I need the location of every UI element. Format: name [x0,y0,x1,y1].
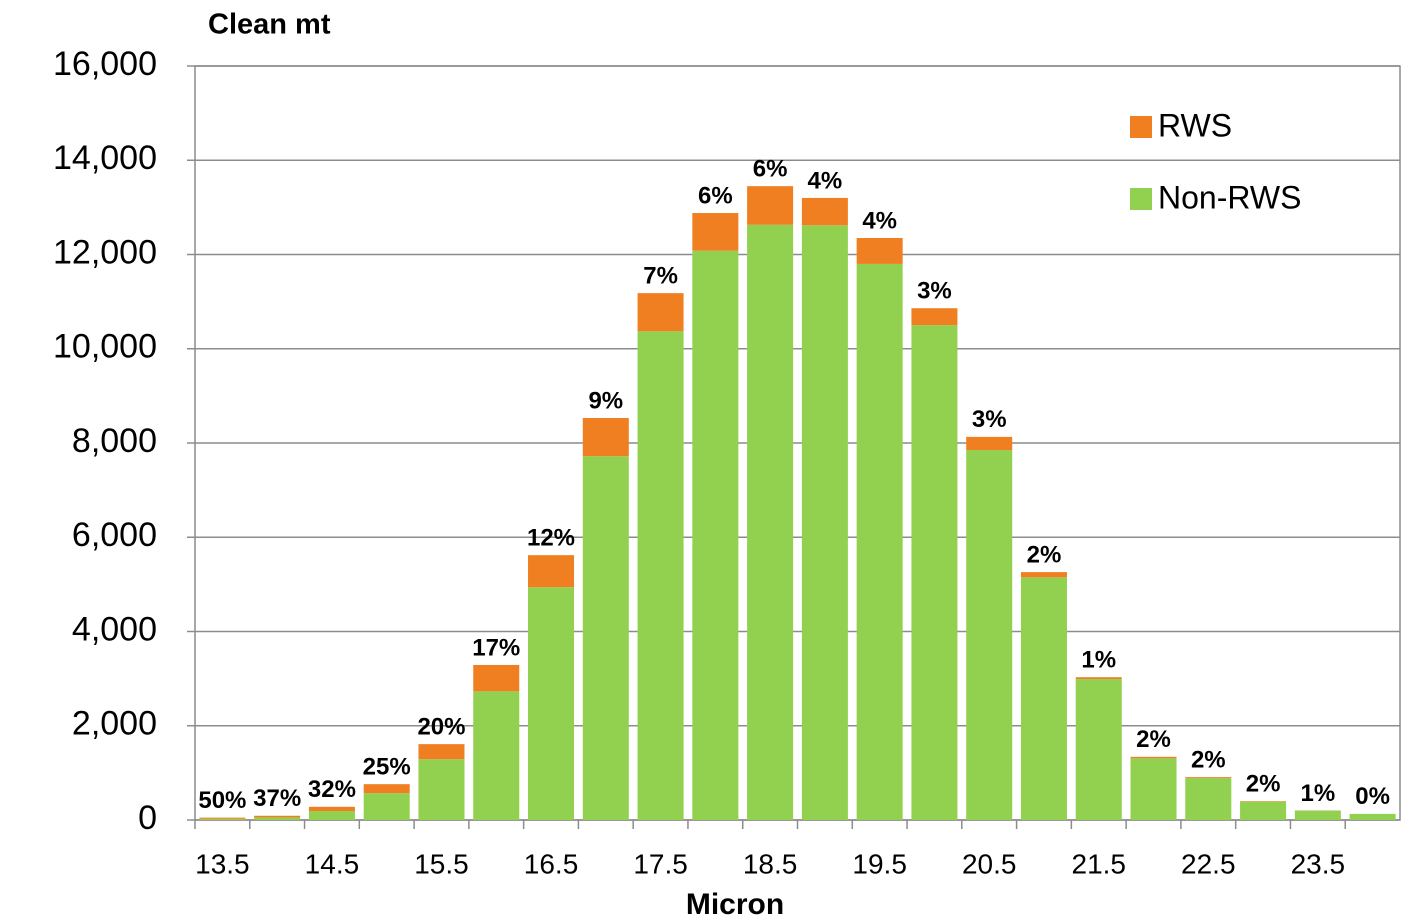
bar-segment [1130,756,1177,759]
bar-segment [254,817,301,820]
bar-label: 2% [1246,770,1281,797]
bar-segment [1130,758,1177,820]
bar-segment [1185,778,1232,820]
x-tick-label: 23.5 [1291,848,1346,879]
bar-segment [363,793,410,820]
y-tick-label: 16,000 [53,45,157,83]
x-tick-label: 13.5 [195,848,250,879]
legend-label: RWS [1158,107,1232,143]
y-tick-label: 8,000 [72,422,157,460]
y-tick-label: 0 [138,799,157,837]
x-tick-label: 14.5 [305,848,360,879]
bar-segment [199,818,246,820]
y-tick-label: 2,000 [72,705,157,743]
bar-segment [528,587,575,820]
legend-swatch [1130,116,1152,138]
bar-label: 0% [1355,783,1390,810]
bar-label: 37% [253,785,301,812]
x-axis-label: Micron [686,888,784,921]
bar-label: 32% [308,776,356,803]
bar-segment [582,418,629,457]
y-tick-label: 10,000 [53,328,157,366]
bar-segment [418,759,465,820]
bar-segment [966,436,1013,451]
legend-label: Non-RWS [1158,179,1301,215]
bar-label: 3% [972,406,1007,433]
bar-label: 20% [417,713,465,740]
bar-segment [1075,677,1122,680]
bar-segment [747,186,794,225]
bar-segment [254,815,301,818]
bar-segment [418,744,465,760]
bar-segment [1240,801,1287,820]
bar-segment [692,213,739,251]
bar-label: 6% [698,182,733,209]
bar-label: 2% [1027,541,1062,568]
bar-label: 1% [1300,780,1335,807]
bar-label: 25% [363,754,411,781]
bar-label: 12% [527,525,575,552]
x-tick-label: 21.5 [1072,848,1127,879]
bar-segment [1020,577,1067,820]
bar-segment [473,664,520,692]
x-tick-label: 18.5 [743,848,798,879]
bar-segment [528,555,575,588]
x-tick-label: 19.5 [852,848,907,879]
bar-segment [911,308,958,326]
bar-segment [801,225,848,821]
bar-label: 7% [643,262,678,289]
bar-segment [1185,777,1232,779]
y-tick-label: 6,000 [72,516,157,554]
y-tick-label: 4,000 [72,610,157,648]
bar-segment [692,250,739,821]
bar-label: 4% [862,207,897,234]
bar-label: 9% [588,387,623,414]
y-tick-label: 12,000 [53,233,157,271]
bar-segment [199,817,246,819]
bar-segment [637,293,684,332]
bar-label: 2% [1136,726,1171,753]
bar-segment [747,224,794,820]
bar-segment [801,197,848,226]
bar-label: 17% [472,634,520,661]
bar-segment [856,238,903,264]
bar-segment [1075,679,1122,820]
bar-segment [1294,810,1341,820]
bar-label: 50% [198,787,246,814]
bar-label: 2% [1191,746,1226,773]
x-tick-label: 22.5 [1181,848,1236,879]
bar-segment [637,331,684,820]
bar-segment [308,806,355,812]
bar-segment [473,691,520,820]
bar-segment [1349,813,1396,820]
y-tick-label: 14,000 [53,139,157,177]
bar-segment [911,325,958,820]
bar-label: 4% [808,167,843,194]
bar-label: 3% [917,278,952,305]
bar-segment [856,263,903,820]
bar-label: 6% [753,156,788,183]
x-tick-label: 16.5 [524,848,579,879]
bar-segment [966,450,1013,820]
legend-swatch [1130,188,1152,210]
chart-title: Clean mt [208,9,331,41]
bar-segment [363,784,410,794]
x-tick-label: 15.5 [414,848,469,879]
bar-segment [308,811,355,820]
bar-segment [1020,572,1067,578]
x-tick-label: 17.5 [633,848,688,879]
bar-label: 1% [1081,647,1116,674]
bar-segment [582,456,629,820]
x-tick-label: 20.5 [962,848,1017,879]
